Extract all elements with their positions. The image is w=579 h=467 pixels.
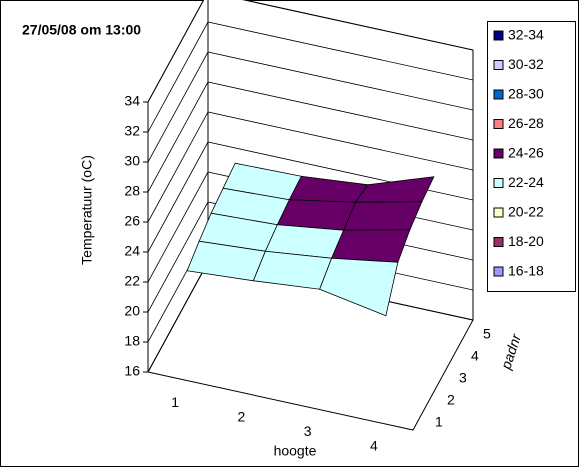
z-tick-label: 30 bbox=[124, 153, 140, 169]
x-tick-label: 3 bbox=[304, 423, 312, 439]
legend-label: 18-20 bbox=[508, 233, 544, 249]
y-tick-label: 5 bbox=[483, 326, 491, 342]
x-tick-label: 4 bbox=[370, 437, 378, 453]
grid-line bbox=[147, 0, 474, 103]
x-tick-label: 2 bbox=[237, 408, 245, 424]
z-tick-label: 26 bbox=[124, 213, 140, 229]
legend-label: 28-30 bbox=[508, 86, 544, 102]
z-tick-label: 32 bbox=[124, 123, 140, 139]
grid-line bbox=[147, 21, 474, 133]
legend-label: 32-34 bbox=[508, 27, 544, 43]
x-tick-label: 1 bbox=[171, 394, 179, 410]
z-tick-label: 18 bbox=[124, 333, 140, 349]
legend-swatch bbox=[493, 266, 504, 277]
legend-swatch bbox=[493, 30, 504, 41]
legend-swatch bbox=[493, 178, 504, 188]
y-tick-label: 2 bbox=[447, 392, 455, 408]
legend-swatch bbox=[493, 60, 504, 70]
legend-swatch bbox=[493, 89, 504, 100]
legend-label: 26-28 bbox=[508, 115, 544, 131]
y-tick-label: 3 bbox=[459, 370, 467, 386]
legend-swatch bbox=[493, 119, 504, 129]
grid-line bbox=[147, 111, 474, 223]
x-axis-title: hoogte bbox=[274, 443, 317, 459]
z-tick-label: 20 bbox=[124, 303, 140, 319]
surface-cell bbox=[343, 201, 423, 231]
grid-line bbox=[147, 81, 474, 193]
legend-swatch bbox=[493, 237, 504, 247]
z-tick-label: 28 bbox=[124, 183, 140, 199]
y-tick-label: 1 bbox=[435, 414, 443, 430]
legend-label: 22-24 bbox=[508, 174, 544, 190]
z-tick-label: 24 bbox=[124, 243, 140, 259]
legend-label: 24-26 bbox=[508, 145, 544, 161]
chart-title: 27/05/08 om 13:00 bbox=[22, 22, 141, 38]
z-tick-label: 16 bbox=[124, 363, 140, 379]
surface-cell bbox=[331, 229, 411, 263]
z-tick-label: 22 bbox=[124, 273, 140, 289]
grid-line bbox=[147, 51, 474, 163]
legend-swatch bbox=[493, 148, 504, 159]
surface-cell bbox=[319, 257, 399, 317]
z-axis-title: Temperatuur (oC) bbox=[79, 155, 95, 265]
legend-label: 20-22 bbox=[508, 204, 544, 220]
y-tick-label: 4 bbox=[471, 348, 479, 364]
legend-label: 16-18 bbox=[508, 263, 544, 279]
z-tick-label: 34 bbox=[124, 93, 140, 109]
grid-line bbox=[147, 141, 474, 253]
legend-label: 30-32 bbox=[508, 56, 544, 72]
legend-swatch bbox=[493, 207, 504, 218]
